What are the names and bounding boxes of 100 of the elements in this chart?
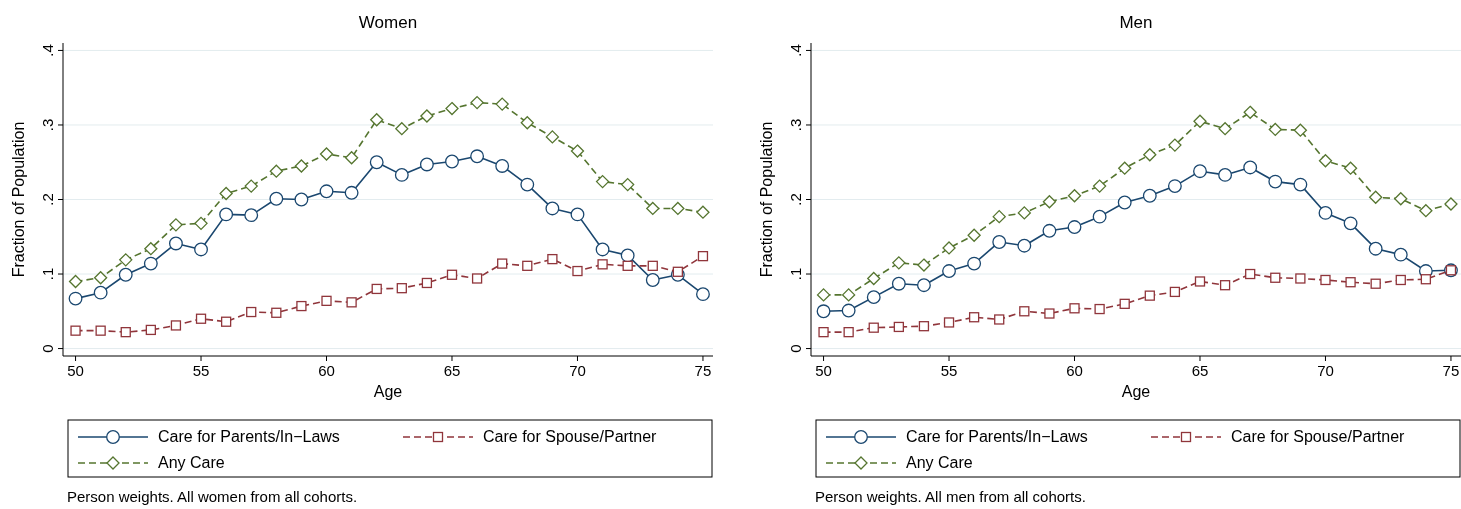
point <box>1395 274 1406 286</box>
point <box>1118 161 1132 175</box>
point <box>497 258 508 269</box>
point <box>1369 190 1383 204</box>
point <box>195 313 207 324</box>
point <box>1295 273 1306 284</box>
point <box>595 242 610 257</box>
point <box>369 155 384 170</box>
point <box>841 303 856 318</box>
point <box>696 205 710 219</box>
point <box>1293 177 1308 192</box>
point <box>1268 122 1282 137</box>
point <box>597 259 608 270</box>
point <box>572 265 583 277</box>
point <box>620 248 635 263</box>
y-tick-label: .1 <box>39 267 56 281</box>
x-tick-label: 70 <box>569 362 586 379</box>
point <box>843 327 854 338</box>
text: Person weights. All men from all cohorts. <box>815 488 1086 505</box>
point <box>119 253 133 267</box>
point <box>520 116 534 130</box>
point <box>866 290 881 305</box>
point <box>1117 195 1132 210</box>
x-tick-label: 75 <box>694 362 712 379</box>
text: Person weights. All women from all cohorts. <box>67 488 358 505</box>
y-tick-label: .3 <box>787 118 804 132</box>
point <box>220 316 232 327</box>
point <box>1393 247 1408 262</box>
point <box>1243 160 1258 175</box>
point <box>269 164 283 178</box>
point <box>495 97 509 111</box>
point <box>419 157 434 172</box>
point <box>916 278 931 293</box>
point <box>219 186 233 201</box>
legend-label: Care for Parents/In−Laws <box>158 428 340 445</box>
point <box>545 130 560 144</box>
point <box>445 101 459 116</box>
point <box>918 321 930 332</box>
y-tick-label: .3 <box>39 118 56 132</box>
point <box>942 264 956 278</box>
point <box>816 288 831 302</box>
point <box>1293 123 1308 137</box>
point <box>868 322 879 333</box>
point <box>1368 241 1383 256</box>
y-tick-label: .2 <box>787 193 804 206</box>
point <box>1092 179 1107 193</box>
point <box>1092 209 1107 224</box>
point <box>145 324 156 336</box>
point <box>219 207 234 222</box>
point <box>1370 278 1381 289</box>
point <box>1219 280 1231 291</box>
point <box>1218 122 1232 136</box>
point <box>1069 303 1080 314</box>
point <box>471 273 483 284</box>
point <box>1167 179 1182 194</box>
x-tick-label: 70 <box>1317 362 1334 379</box>
point <box>395 122 409 136</box>
point <box>170 320 182 331</box>
point <box>1193 164 1207 179</box>
point <box>545 201 560 216</box>
point <box>269 191 284 206</box>
point <box>967 228 981 242</box>
point <box>672 266 684 277</box>
point <box>1119 298 1130 309</box>
point <box>1268 174 1283 189</box>
point <box>70 325 81 336</box>
point <box>816 304 831 319</box>
point <box>118 267 133 282</box>
point <box>671 201 685 216</box>
point <box>647 260 658 271</box>
point <box>992 235 1007 249</box>
point <box>696 287 710 302</box>
x-tick-label: 60 <box>318 362 335 379</box>
legend-label: Care for Parents/In−Laws <box>906 428 1088 445</box>
point <box>371 283 382 295</box>
x-tick-label: 60 <box>1066 362 1083 379</box>
point <box>319 184 334 199</box>
point <box>1419 204 1433 218</box>
point <box>194 242 208 257</box>
point <box>1042 195 1057 209</box>
point <box>95 325 106 336</box>
point <box>892 256 906 270</box>
point <box>1144 290 1155 301</box>
point <box>271 307 282 318</box>
x-tick-label: 50 <box>67 362 84 379</box>
point <box>893 321 904 333</box>
point <box>143 256 158 271</box>
point <box>344 151 359 165</box>
point <box>1143 148 1157 162</box>
point <box>570 207 585 222</box>
point <box>547 253 558 265</box>
point <box>968 312 980 323</box>
point <box>1042 223 1057 238</box>
point <box>194 216 208 230</box>
x-tick-label: 65 <box>1191 362 1209 379</box>
point <box>470 95 484 110</box>
point <box>967 256 982 271</box>
point <box>1420 274 1432 285</box>
point <box>621 177 635 192</box>
point <box>867 271 881 286</box>
